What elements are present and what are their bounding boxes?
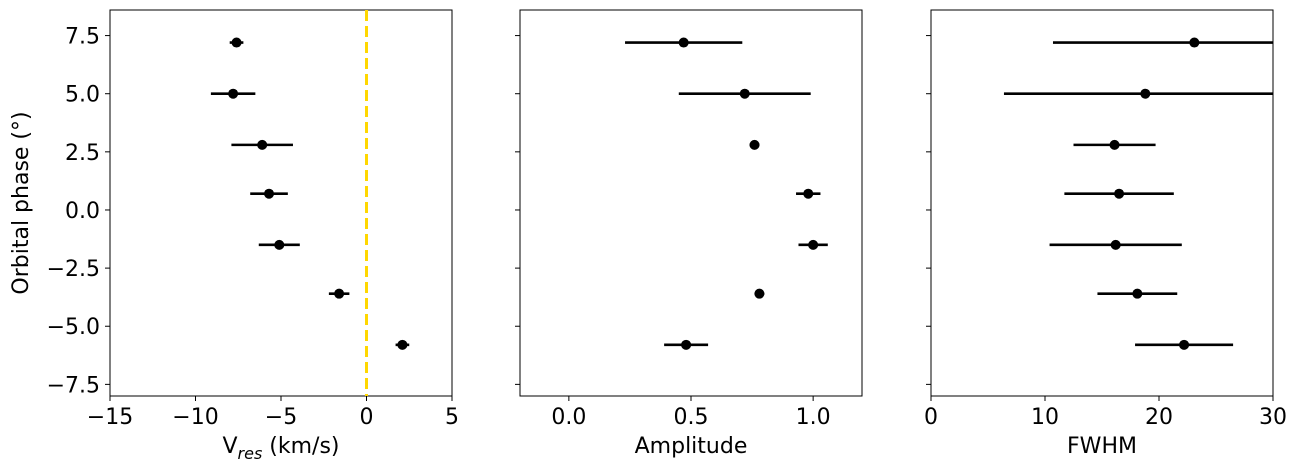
panel-amplitude: 0.0 0.5 1.0 Amplitude: [515, 9, 863, 459]
data-point: [397, 339, 408, 350]
x-axis-label-subscript: res: [238, 444, 263, 463]
axes-frame: [109, 9, 453, 397]
data-point: [808, 239, 819, 250]
y-tick-label: 2.5: [65, 141, 100, 166]
x-axis-label-main: V: [222, 434, 237, 459]
x-axis-label-units: (km/s): [262, 434, 339, 459]
data-point: [803, 188, 814, 199]
x-tick-label: 0: [924, 405, 938, 430]
x-tick-label: 5: [445, 405, 459, 430]
panel-vres: −15 −10 −5 0 5 −7.5 −5.0 −2.5 0.0 2.5 5.0 7.5 Vres (…: [9, 9, 459, 463]
x-axis-label: FWHM: [1067, 434, 1137, 459]
y-tick-label: −5.0: [47, 315, 100, 340]
data-point: [231, 37, 242, 48]
x-tick-label: 1.0: [796, 405, 831, 430]
panel-fwhm: 0 10 20 30 FWHM: [924, 9, 1287, 459]
data-point: [739, 88, 750, 99]
x-tick-label: −5: [265, 405, 297, 430]
x-tick-label: 0.5: [674, 405, 709, 430]
data-point: [749, 139, 760, 150]
x-tick-label: −10: [172, 405, 218, 430]
data-point: [678, 37, 689, 48]
data-point: [1189, 37, 1200, 48]
x-tick-label: 30: [1259, 405, 1287, 430]
data-point: [1140, 88, 1151, 99]
y-tick-label: −2.5: [47, 257, 100, 282]
axes-frame: [519, 9, 863, 397]
data-point: [1132, 288, 1143, 299]
data-point: [228, 88, 239, 99]
data-point: [1109, 139, 1120, 150]
x-tick-label: −15: [87, 405, 133, 430]
data-point: [334, 288, 345, 299]
x-axis-label: Amplitude: [635, 434, 748, 459]
x-axis-label: Vres (km/s): [222, 434, 339, 463]
data-point: [274, 239, 285, 250]
y-tick-label: −7.5: [47, 373, 100, 398]
data-point: [681, 339, 692, 350]
data-point: [1110, 239, 1121, 250]
data-point: [1179, 339, 1190, 350]
data-point: [1114, 188, 1125, 199]
x-tick-label: 10: [1031, 405, 1059, 430]
y-tick-label: 5.0: [65, 83, 100, 108]
x-tick-label: 0.0: [551, 405, 586, 430]
axes-frame: [930, 9, 1274, 397]
y-axis-label: Orbital phase (°): [9, 111, 34, 294]
data-point: [264, 188, 275, 199]
x-tick-label: 20: [1145, 405, 1173, 430]
y-tick-label: 7.5: [65, 25, 100, 50]
data-point: [754, 288, 765, 299]
x-tick-label: 0: [360, 405, 374, 430]
data-point: [257, 139, 268, 150]
y-tick-label: 0.0: [65, 199, 100, 224]
